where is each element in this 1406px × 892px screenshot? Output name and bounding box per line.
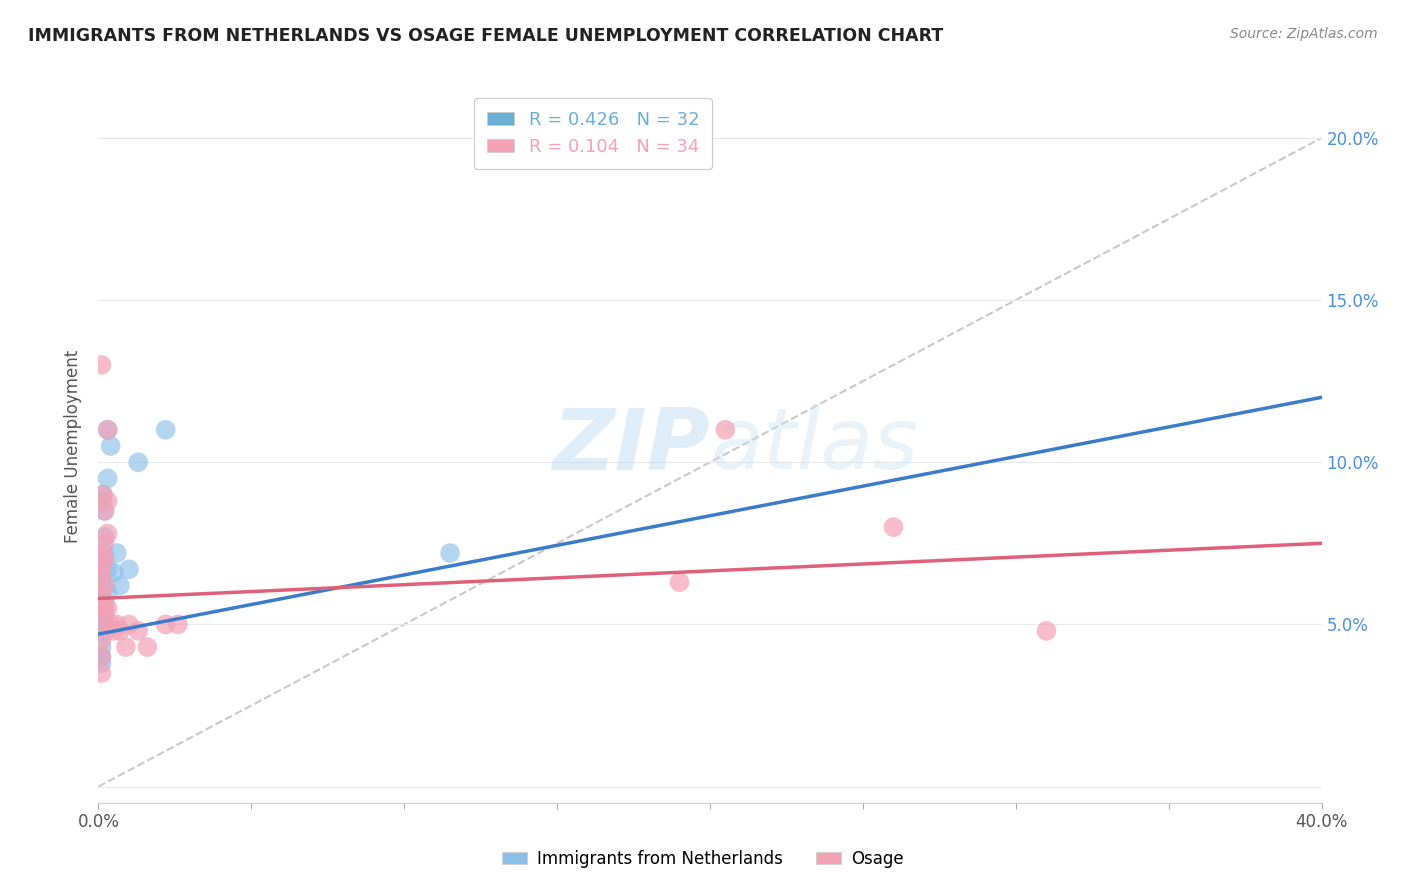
Point [127,624,149,638]
Point [90,358,112,372]
Point [90,666,112,681]
Point [90,578,112,592]
Point [97,585,120,599]
Point [97,423,120,437]
Point [108,624,131,638]
Point [91,488,114,502]
Point [115,640,138,654]
Legend: Immigrants from Netherlands, Osage: Immigrants from Netherlands, Osage [495,844,911,875]
Point [97,471,120,485]
Point [103,624,125,638]
Point [97,423,120,437]
Point [90,552,112,566]
Point [93,595,115,609]
Point [90,546,112,560]
Point [118,562,141,576]
Point [155,617,177,632]
Point [118,617,141,632]
Point [155,423,177,437]
Point [100,617,122,632]
Point [90,640,112,654]
Point [136,640,159,654]
Point [90,559,112,574]
Point [93,536,115,550]
Text: Source: ZipAtlas.com: Source: ZipAtlas.com [1230,27,1378,41]
Point [93,504,115,518]
Point [90,617,112,632]
Point [90,585,112,599]
Point [90,649,112,664]
Point [103,566,125,580]
Point [90,585,112,599]
Text: IMMIGRANTS FROM NETHERLANDS VS OSAGE FEMALE UNEMPLOYMENT CORRELATION CHART: IMMIGRANTS FROM NETHERLANDS VS OSAGE FEM… [28,27,943,45]
Point [93,546,115,560]
Point [90,568,112,582]
Point [97,526,120,541]
Point [90,575,112,590]
Point [90,611,112,625]
Point [93,504,115,518]
Point [90,601,112,615]
Point [93,624,115,638]
Point [93,607,115,622]
Point [714,423,737,437]
Point [1035,624,1057,638]
Point [93,601,115,615]
Point [439,546,461,560]
Point [668,575,690,590]
Text: atlas: atlas [710,404,918,488]
Point [90,617,112,632]
Point [883,520,905,534]
Point [91,494,114,508]
Point [90,649,112,664]
Point [90,633,112,648]
Point [108,578,131,592]
Text: ZIP: ZIP [553,404,710,488]
Point [93,530,115,544]
Point [93,578,115,592]
Point [97,494,120,508]
Point [167,617,190,632]
Point [127,455,149,469]
Point [90,591,112,606]
Point [105,617,128,632]
Point [105,546,128,560]
Point [97,562,120,576]
Point [97,601,120,615]
Legend: R = 0.426   N = 32, R = 0.104   N = 34: R = 0.426 N = 32, R = 0.104 N = 34 [474,98,711,169]
Point [91,488,114,502]
Point [93,552,115,566]
Point [90,601,112,615]
Point [90,568,112,582]
Point [100,439,122,453]
Point [90,657,112,671]
Y-axis label: Female Unemployment: Female Unemployment [65,350,83,542]
